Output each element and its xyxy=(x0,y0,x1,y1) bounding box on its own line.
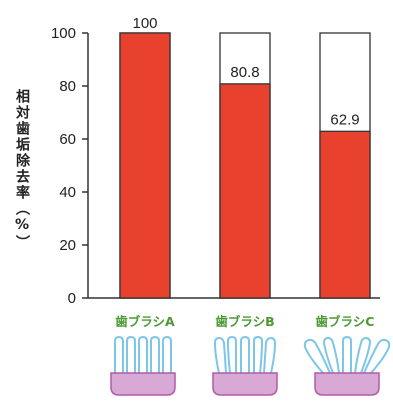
y-tick-label: 60 xyxy=(59,131,76,148)
y-axis-title: 相対歯垢除去率（%） xyxy=(14,88,31,251)
category-label: 歯ブラシA xyxy=(115,314,175,329)
y-tick-label: 0 xyxy=(68,290,76,307)
y-ticks: 0 20 40 60 80 100 xyxy=(51,25,88,307)
y-tick-label: 80 xyxy=(59,78,76,95)
y-tick-label: 40 xyxy=(59,184,76,201)
category-labels: 歯ブラシA 歯ブラシB 歯ブラシC xyxy=(115,314,374,329)
y-tick-label: 100 xyxy=(51,25,76,42)
toothbrush-splayed-bristles-icon xyxy=(303,335,391,396)
category-label: 歯ブラシB xyxy=(215,314,274,329)
y-tick-label: 20 xyxy=(59,237,76,254)
data-label: 62.9 xyxy=(330,111,359,128)
bar xyxy=(119,32,171,299)
data-labels: 100 80.8 62.9 xyxy=(132,15,359,128)
bar xyxy=(219,83,271,299)
toothbrush-straight-bristles-icon xyxy=(110,335,176,396)
toothbrush-slight-splayed-bristles-icon xyxy=(212,335,278,396)
data-label: 80.8 xyxy=(230,64,259,81)
bars xyxy=(119,32,371,299)
data-label: 100 xyxy=(132,15,157,32)
category-label: 歯ブラシC xyxy=(316,314,375,329)
bar xyxy=(319,130,371,299)
